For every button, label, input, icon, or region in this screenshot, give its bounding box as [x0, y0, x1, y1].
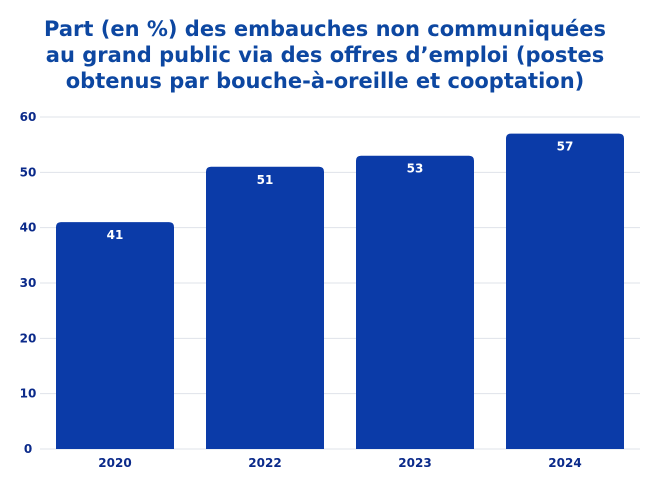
- x-axis: 2020 2022 2023 2024: [98, 456, 581, 470]
- y-tick-label: 40: [20, 221, 37, 235]
- x-tick-label-2022: 2022: [248, 456, 281, 470]
- chart-title-line-2: au grand public via des offres d’emploi …: [45, 43, 605, 67]
- chart-title: Part (en %) des embauches non communiqué…: [10, 16, 640, 94]
- y-tick-label: 30: [20, 276, 37, 290]
- y-tick-label: 0: [24, 442, 32, 456]
- x-tick-label-2024: 2024: [548, 456, 581, 470]
- x-tick-label-2020: 2020: [98, 456, 131, 470]
- data-label-2020: 41: [107, 228, 124, 242]
- y-tick-label: 10: [20, 387, 37, 401]
- chart-title-line-3: obtenus par bouche-à-oreille et cooptati…: [65, 69, 585, 93]
- chart-title-line-1: Part (en %) des embauches non communiqué…: [44, 17, 606, 41]
- x-tick-label-2023: 2023: [398, 456, 431, 470]
- y-tick-label: 60: [20, 110, 37, 124]
- bar-2020: [56, 222, 174, 449]
- bar-2023: [356, 155, 474, 449]
- bar-2022: [206, 166, 324, 450]
- data-label-2024: 57: [557, 140, 574, 154]
- y-axis: 0 10 20 30 40 50 60: [20, 110, 37, 456]
- bar-2024: [506, 133, 624, 449]
- y-tick-label: 20: [20, 331, 37, 345]
- y-tick-label: 50: [20, 165, 37, 179]
- bars: 41 51 53 57: [56, 133, 624, 450]
- data-label-2022: 51: [257, 173, 274, 187]
- data-label-2023: 53: [407, 162, 424, 176]
